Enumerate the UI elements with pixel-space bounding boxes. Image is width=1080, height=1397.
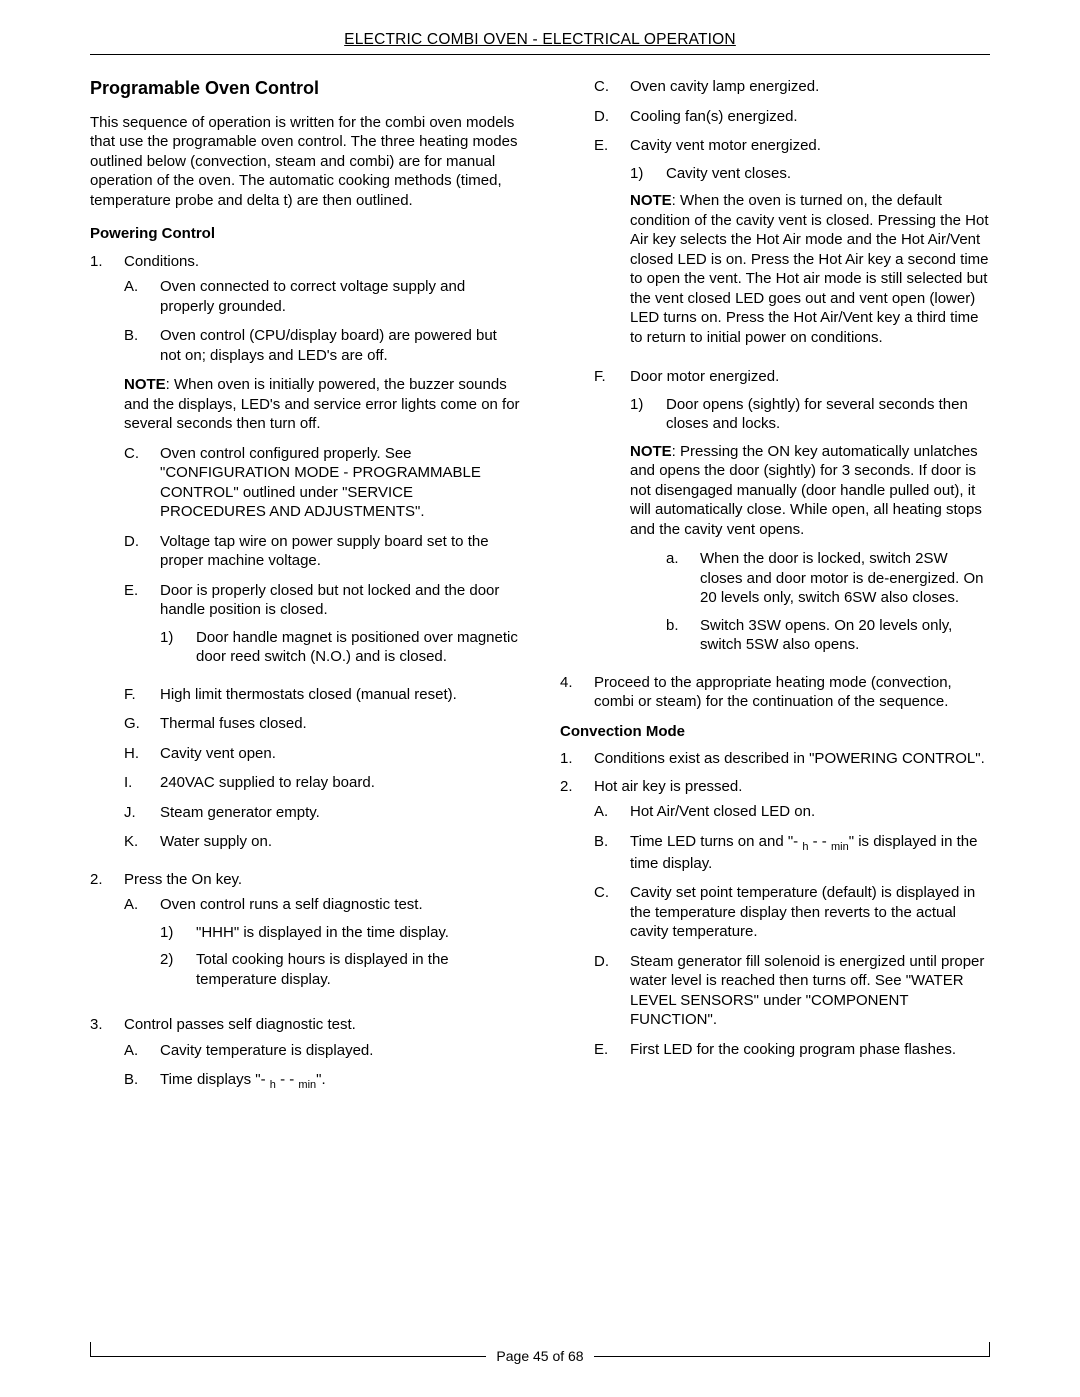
item-3Fa-text: When the door is locked, switch 2SW clos… — [700, 549, 990, 608]
item-1E1: 1)Door handle magnet is positioned over … — [160, 628, 520, 667]
item-1G: G.Thermal fuses closed. — [124, 714, 520, 734]
item-1F: F.High limit thermostats closed (manual … — [124, 685, 520, 705]
conv-2C-text: Cavity set point temperature (default) i… — [630, 883, 990, 942]
powering-control-heading: Powering Control — [90, 224, 520, 244]
item-1K: K.Water supply on. — [124, 832, 520, 852]
item-3F1-text: Door opens (sightly) for several seconds… — [666, 395, 990, 434]
note-label: NOTE — [630, 443, 672, 460]
item-1D-text: Voltage tap wire on power supply board s… — [160, 532, 520, 571]
conv-2A: A.Hot Air/Vent closed LED on. — [594, 802, 990, 822]
item-1: 1. Conditions. A.Oven connected to corre… — [90, 252, 520, 862]
note-label: NOTE — [124, 376, 166, 393]
conv-2C: C.Cavity set point temperature (default)… — [594, 883, 990, 942]
item-2A2-text: Total cooking hours is displayed in the … — [196, 950, 520, 989]
intro-paragraph: This sequence of operation is written fo… — [90, 113, 520, 211]
item-1A: A.Oven connected to correct voltage supp… — [124, 277, 520, 316]
item-3Fb-text: Switch 3SW opens. On 20 levels only, swi… — [700, 616, 990, 655]
page-number: Page 45 of 68 — [486, 1347, 593, 1365]
item-3F-text: Door motor energized. — [630, 368, 779, 385]
item-1B-text: Oven control (CPU/display board) are pow… — [160, 326, 520, 365]
item-1B: B.Oven control (CPU/display board) are p… — [124, 326, 520, 365]
item-1E1-text: Door handle magnet is positioned over ma… — [196, 628, 520, 667]
marker: 1. — [90, 252, 124, 862]
left-column: Programable Oven Control This sequence o… — [90, 77, 520, 1110]
item-1H: H.Cavity vent open. — [124, 744, 520, 764]
note-3F-text: Pressing the ON key automatically unlatc… — [630, 443, 982, 538]
convection-mode-heading: Convection Mode — [560, 722, 990, 742]
item-4-text: Proceed to the appropriate heating mode … — [594, 673, 990, 712]
item-3D-text: Cooling fan(s) energized. — [630, 107, 990, 127]
item-2A2: 2)Total cooking hours is displayed in th… — [160, 950, 520, 989]
item-3: 3. Control passes self diagnostic test. … — [90, 1015, 520, 1102]
item-1E: E. Door is properly closed but not locke… — [124, 581, 520, 675]
item-3D: D.Cooling fan(s) energized. — [594, 107, 990, 127]
item-3E: E. Cavity vent motor energized. 1)Cavity… — [594, 136, 990, 357]
running-header: ELECTRIC COMBI OVEN - ELECTRICAL OPERATI… — [90, 30, 990, 55]
conv-2D-text: Steam generator fill solenoid is energiz… — [630, 952, 990, 1030]
item-1C-text: Oven control configured properly. See "C… — [160, 444, 520, 522]
conv-1: 1.Conditions exist as described in "POWE… — [560, 749, 990, 769]
item-3C-text: Oven cavity lamp energized. — [630, 77, 990, 97]
note-1-text: When oven is initially powered, the buzz… — [124, 376, 520, 432]
item-2A1: 1)"HHH" is displayed in the time display… — [160, 923, 520, 943]
note-3E: NOTE: When the oven is turned on, the de… — [630, 191, 990, 347]
conv-2D: D.Steam generator fill solenoid is energ… — [594, 952, 990, 1030]
item-3Fb: b.Switch 3SW opens. On 20 levels only, s… — [666, 616, 990, 655]
note-3F: NOTE: Pressing the ON key automatically … — [630, 442, 990, 540]
note-1: NOTE: When oven is initially powered, th… — [124, 375, 520, 434]
note-label: NOTE — [630, 192, 672, 209]
conv-2A-text: Hot Air/Vent closed LED on. — [630, 802, 990, 822]
item-3E1: 1)Cavity vent closes. — [630, 164, 990, 184]
item-2A1-text: "HHH" is displayed in the time display. — [196, 923, 520, 943]
conv-2B-text: Time LED turns on and "- h - - min" is d… — [630, 832, 990, 874]
item-1C: C.Oven control configured properly. See … — [124, 444, 520, 522]
conv-2E: E.First LED for the cooking program phas… — [594, 1040, 990, 1060]
item-3A: A.Cavity temperature is displayed. — [124, 1041, 520, 1061]
item-2: 2. Press the On key. A. Oven control run… — [90, 870, 520, 1008]
item-1A-text: Oven connected to correct voltage supply… — [160, 277, 520, 316]
item-1K-text: Water supply on. — [160, 832, 520, 852]
item-4: 4.Proceed to the appropriate heating mod… — [560, 673, 990, 712]
item-2A: A. Oven control runs a self diagnostic t… — [124, 895, 520, 997]
item-1I: I.240VAC supplied to relay board. — [124, 773, 520, 793]
conv-2E-text: First LED for the cooking program phase … — [630, 1040, 990, 1060]
item-3B-text: Time displays "- h - - min". — [160, 1070, 520, 1092]
conv-2B: B. Time LED turns on and "- h - - min" i… — [594, 832, 990, 874]
item-3B: B. Time displays "- h - - min". — [124, 1070, 520, 1092]
item-1J-text: Steam generator empty. — [160, 803, 520, 823]
conv-2: 2. Hot air key is pressed. A.Hot Air/Ven… — [560, 777, 990, 1070]
item-3E-text: Cavity vent motor energized. — [630, 137, 821, 154]
conv-1-text: Conditions exist as described in "POWERI… — [594, 749, 990, 769]
item-1F-text: High limit thermostats closed (manual re… — [160, 685, 520, 705]
page: ELECTRIC COMBI OVEN - ELECTRICAL OPERATI… — [0, 0, 1080, 1110]
convection-list: 1.Conditions exist as described in "POWE… — [560, 749, 990, 1069]
item-1H-text: Cavity vent open. — [160, 744, 520, 764]
item-3-text: Control passes self diagnostic test. — [124, 1016, 356, 1033]
section-title: Programable Oven Control — [90, 77, 520, 100]
two-column-layout: Programable Oven Control This sequence o… — [90, 77, 990, 1110]
item-1E-text: Door is properly closed but not locked a… — [160, 582, 499, 619]
item-1-text: Conditions. — [124, 253, 199, 270]
item-1I-text: 240VAC supplied to relay board. — [160, 773, 520, 793]
item-3F: F. Door motor energized. 1)Door opens (s… — [594, 367, 990, 663]
item-1D: D.Voltage tap wire on power supply board… — [124, 532, 520, 571]
item-3A-text: Cavity temperature is displayed. — [160, 1041, 520, 1061]
note-3E-text: When the oven is turned on, the default … — [630, 192, 989, 346]
item-2A-text: Oven control runs a self diagnostic test… — [160, 896, 423, 913]
item-3C: C.Oven cavity lamp energized. — [594, 77, 990, 97]
item-3Fa: a.When the door is locked, switch 2SW cl… — [666, 549, 990, 608]
item-1J: J.Steam generator empty. — [124, 803, 520, 823]
conv-2-text: Hot air key is pressed. — [594, 778, 742, 795]
page-footer: Page 45 of 68 — [90, 1347, 990, 1365]
item-2-text: Press the On key. — [124, 871, 242, 888]
powering-list: 1. Conditions. A.Oven connected to corre… — [90, 252, 520, 1103]
item-3E1-text: Cavity vent closes. — [666, 164, 990, 184]
right-column: C.Oven cavity lamp energized. D.Cooling … — [560, 77, 990, 1110]
item-3F1: 1)Door opens (sightly) for several secon… — [630, 395, 990, 434]
item-1G-text: Thermal fuses closed. — [160, 714, 520, 734]
